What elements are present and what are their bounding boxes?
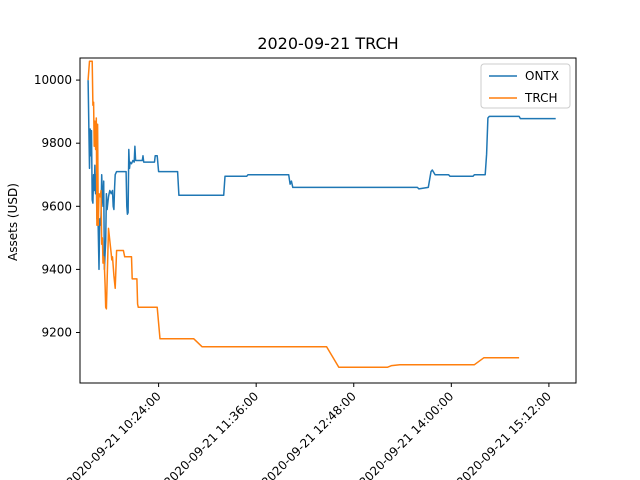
y-tick-label: 9600 [41,199,72,213]
legend-label-ontx: ONTX [525,69,559,83]
legend-label-trch: TRCH [524,91,557,105]
y-tick-label: 10000 [34,73,72,87]
chart-title: 2020-09-21 TRCH [257,34,398,53]
legend: ONTX TRCH [480,63,571,109]
y-tick-label: 9400 [41,262,72,276]
y-axis: 9200 9400 9600 9800 10000 [34,73,80,340]
y-axis-label: Assets (USD) [6,183,20,261]
series-layer [87,60,556,368]
legend-box [480,63,571,109]
plot-frame [79,57,577,384]
y-tick-label: 9200 [41,326,72,340]
y-tick-label: 9800 [41,136,72,150]
series-line-trch [87,60,520,368]
series-line-ontx [87,80,556,271]
